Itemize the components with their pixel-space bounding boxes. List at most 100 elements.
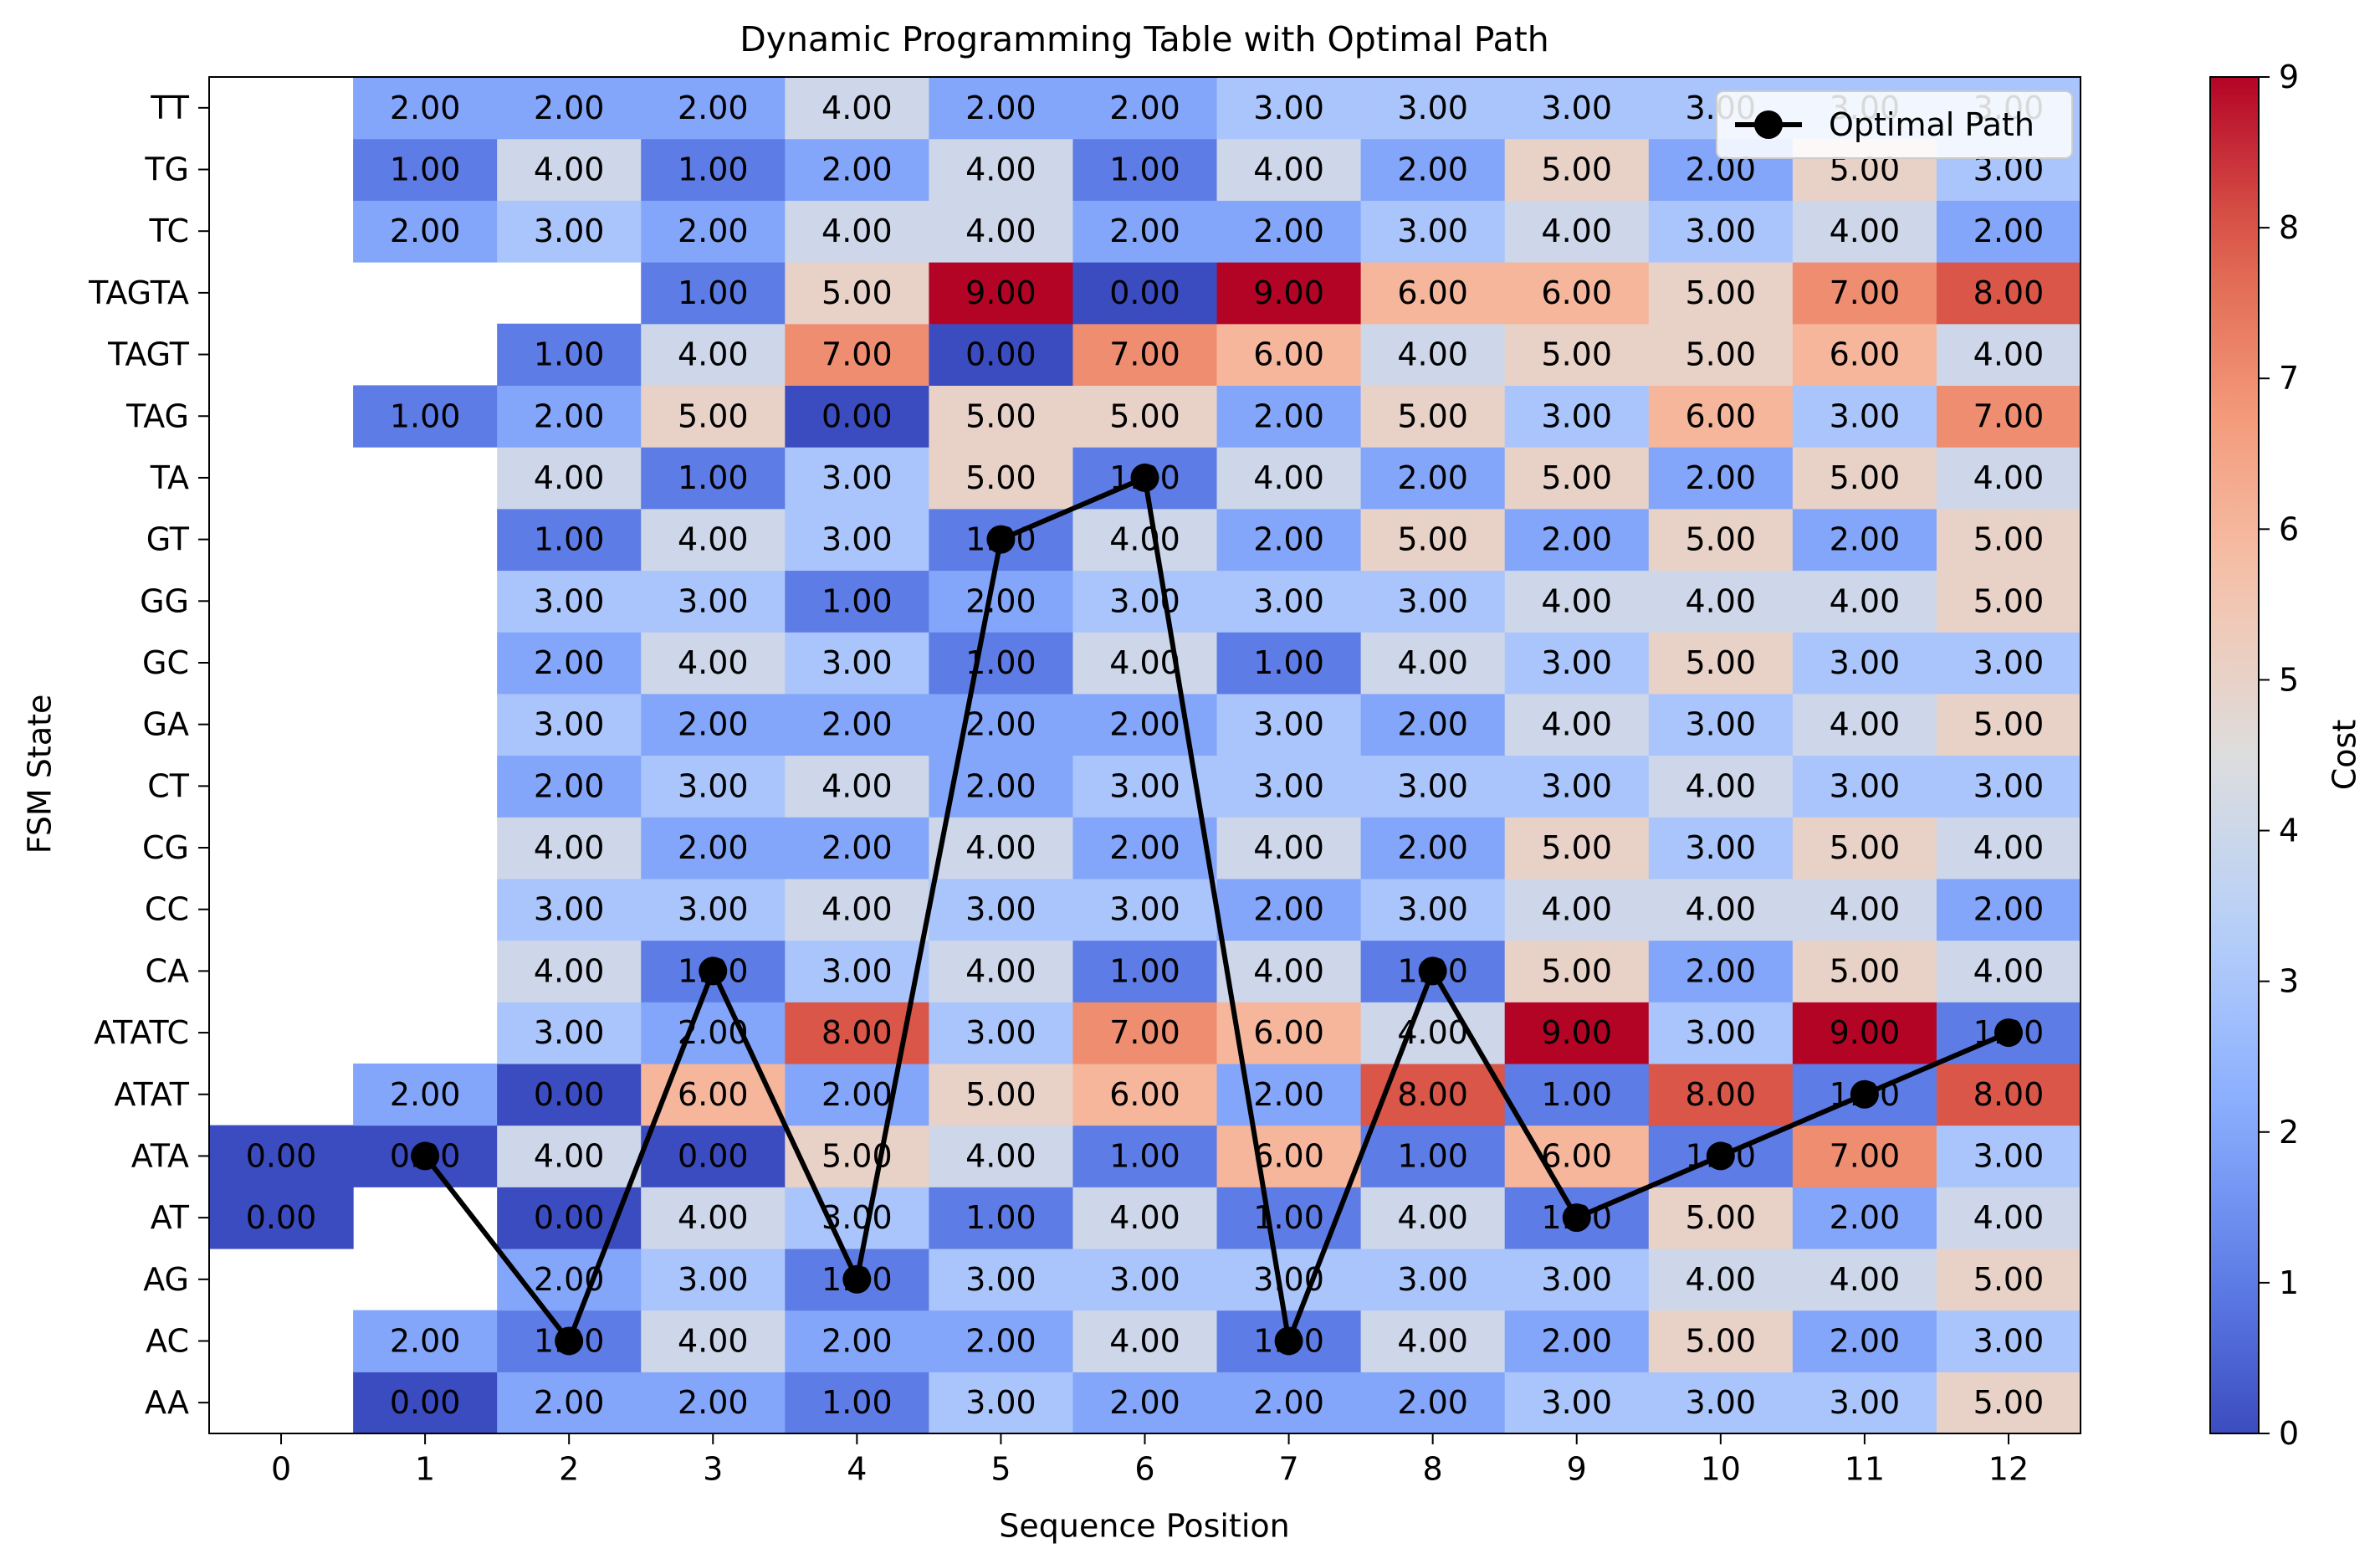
cell-value-label: 3.00: [534, 706, 605, 743]
cell-value-label: 2.00: [534, 1384, 605, 1421]
x-tick-label: 0: [271, 1451, 291, 1488]
heatmap-cell: [1072, 1248, 1218, 1311]
legend-marker-swatch: [1754, 110, 1783, 139]
heatmap-cell: [1792, 1248, 1937, 1311]
cell-value-label: 2.00: [1253, 891, 1324, 928]
cell-value-label: 2.00: [1973, 213, 2045, 249]
heatmap-cell: [1216, 693, 1362, 756]
cell-value-label: 4.00: [1830, 1261, 1901, 1298]
cell-value-label: 2.00: [678, 90, 749, 126]
colorbar-tick-label: 2: [2279, 1114, 2299, 1151]
heatmap-cell: [353, 200, 498, 263]
heatmap-cell: [1792, 447, 1937, 510]
cell-value-label: 9.00: [1253, 274, 1324, 311]
y-tick-label: GG: [140, 582, 189, 619]
heatmap-cell: [1648, 817, 1794, 879]
cell-value-label: 5.00: [1973, 521, 2045, 558]
cell-value-label: 5.00: [1830, 459, 1901, 496]
heatmap-cell: [785, 1187, 929, 1249]
cell-value-label: 3.00: [1397, 891, 1468, 928]
y-tick-label: TA: [150, 459, 189, 496]
heatmap-cell: [1648, 1248, 1794, 1311]
cell-value-label: 2.00: [821, 829, 893, 866]
cell-value-label: 3.00: [1109, 891, 1180, 928]
cell-value-label: 5.00: [1686, 644, 1757, 681]
heatmap-cell: [1360, 385, 1506, 448]
cell-value-label: 2.00: [1397, 1384, 1468, 1421]
heatmap-cell: [1504, 817, 1650, 879]
cell-value-label: 6.00: [1253, 1014, 1324, 1051]
heatmap-cell: [1216, 77, 1362, 140]
cell-value-label: 0.00: [821, 397, 893, 434]
heatmap-cell: [1936, 1125, 2081, 1187]
heatmap-cell: [1072, 878, 1218, 941]
y-tick-label: AG: [143, 1261, 189, 1298]
cell-value-label: 4.00: [965, 829, 1036, 866]
heatmap-cell: [1504, 878, 1650, 941]
cell-value-label: 8.00: [1973, 274, 2045, 311]
cell-value-label: 3.00: [678, 891, 749, 928]
heatmap-cell: [1504, 262, 1650, 325]
heatmap-cell: [641, 1372, 786, 1434]
heatmap-cell: [1072, 693, 1218, 756]
heatmap-cell: [641, 693, 786, 756]
heatmap-cell: [641, 878, 786, 941]
heatmap-cell: [1072, 632, 1218, 695]
x-axis-label: Sequence Position: [999, 1508, 1289, 1545]
heatmap-cell: [497, 1063, 642, 1126]
heatmap-cell: [1792, 1310, 1937, 1372]
heatmap-cell: [641, 138, 786, 201]
heatmap-cell: [1216, 1372, 1362, 1434]
cell-value-label: 4.00: [678, 336, 749, 373]
cell-value-label: 4.00: [1541, 891, 1612, 928]
heatmap-cell: [497, 385, 642, 448]
cell-value-label: 4.00: [1541, 213, 1612, 249]
cell-value-label: 6.00: [1253, 336, 1324, 373]
cell-value-label: 5.00: [821, 274, 893, 311]
cell-value-label: 3.00: [1541, 1261, 1612, 1298]
cell-value-label: 3.00: [1830, 1384, 1901, 1421]
heatmap-cell: [641, 1248, 786, 1311]
heatmap-cell: [1216, 1063, 1362, 1126]
cell-value-label: 4.00: [821, 891, 893, 928]
x-tick-label: 12: [1988, 1451, 2029, 1488]
heatmap-cell: [1504, 138, 1650, 201]
cell-value-label: 4.00: [1109, 521, 1180, 558]
cell-value-label: 8.00: [1973, 1076, 2045, 1113]
optimal-path-marker: [411, 1141, 440, 1171]
optimal-path-marker: [1994, 1018, 2023, 1048]
heatmap-cell: [1648, 262, 1794, 325]
cell-value-label: 4.00: [821, 90, 893, 126]
y-tick-label: ATA: [131, 1137, 189, 1174]
cell-value-label: 3.00: [1109, 1261, 1180, 1298]
heatmap-cell: [497, 878, 642, 941]
cell-value-label: 4.00: [1830, 891, 1901, 928]
heatmap-cell: [353, 1063, 498, 1126]
cell-value-label: 4.00: [678, 644, 749, 681]
cell-value-label: 4.00: [965, 213, 1036, 249]
cell-value-label: 3.00: [1541, 767, 1612, 804]
cell-value-label: 6.00: [1830, 336, 1901, 373]
heatmap-cell: [1360, 817, 1506, 879]
optimal-path-line: [422, 474, 2010, 1344]
cell-value-label: 4.00: [1109, 1199, 1180, 1236]
cell-value-label: 3.00: [534, 582, 605, 619]
heatmap-cell: [929, 138, 1074, 201]
cell-value-label: 2.00: [821, 1076, 893, 1113]
heatmap-cell: [1504, 77, 1650, 140]
colorbar: 0 1 2 3 4 5 6 7 8 9 Cost: [2209, 59, 2363, 1452]
heatmap-cell: [1504, 632, 1650, 695]
optimal-path-marker: [1130, 463, 1159, 492]
heatmap-cell: [1360, 755, 1506, 818]
heatmap-cell: [641, 77, 786, 140]
heatmap-cell: [1504, 323, 1650, 387]
cell-value-label: 1.00: [390, 151, 461, 188]
cell-value-label: 1.00: [965, 1199, 1036, 1236]
heatmap-cell: [497, 632, 642, 695]
cell-value-label: 2.00: [390, 1076, 461, 1113]
cell-value-label: 3.00: [678, 582, 749, 619]
heatmap-cell: [1504, 1310, 1650, 1372]
optimal-path-marker: [699, 956, 728, 986]
cell-value-label: 0.00: [390, 1384, 461, 1421]
cell-value-label: 3.00: [1397, 213, 1468, 249]
